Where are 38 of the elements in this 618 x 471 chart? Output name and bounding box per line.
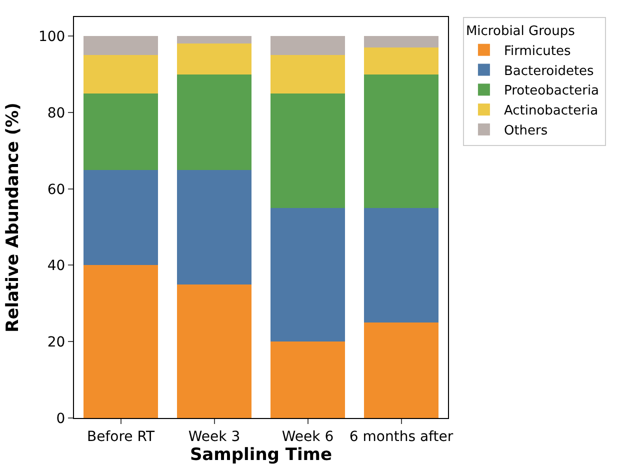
y-tick-label: 20 [47, 334, 66, 351]
bar [176, 74, 252, 170]
legend-label: Others [504, 124, 548, 139]
y-tick-label: 0 [56, 410, 66, 427]
bar [83, 55, 158, 94]
bar [176, 170, 252, 284]
bar [270, 55, 346, 94]
x-axis-title: Sampling Time [190, 444, 332, 465]
legend-label: Proteobacteria [504, 84, 600, 99]
x-tick-label: Week 6 [282, 428, 334, 445]
legend-label: Firmicutes [504, 44, 571, 59]
bar [176, 44, 252, 74]
y-axis-title: Relative Abundance (%) [3, 102, 24, 332]
bar [270, 93, 346, 208]
x-tick-label: Week 3 [188, 428, 240, 445]
bar [364, 48, 439, 74]
bar [364, 36, 439, 48]
bar [83, 170, 158, 266]
y-tick-label: 80 [47, 105, 66, 122]
x-tick-label: 6 months after [349, 428, 454, 445]
x-tick-label: Before RT [87, 428, 155, 445]
bar [364, 322, 439, 418]
legend-label: Bacteroidetes [504, 64, 594, 79]
y-tick-label: 100 [38, 29, 66, 45]
bar [270, 36, 346, 56]
bar [83, 36, 158, 56]
bar [364, 74, 439, 208]
legend-label: Actinobacteria [504, 104, 598, 119]
bar [176, 36, 252, 44]
bar [83, 265, 158, 418]
bar [83, 93, 158, 170]
bar [176, 284, 252, 418]
y-tick-label: 60 [47, 182, 66, 198]
y-tick-label: 40 [47, 258, 66, 274]
bar [270, 208, 346, 342]
bar [270, 342, 346, 418]
bar [364, 208, 439, 323]
legend-title: Microbial Groups [466, 24, 576, 39]
